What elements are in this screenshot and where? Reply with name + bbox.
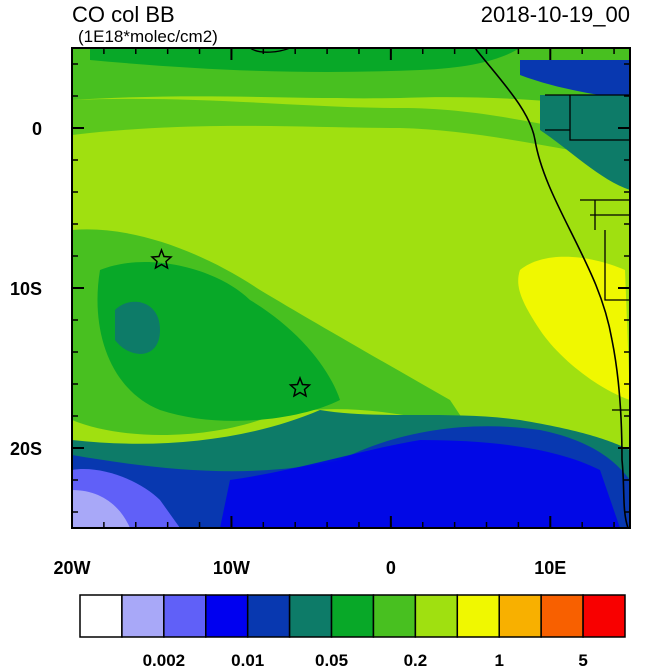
colorbar-box [121, 594, 165, 638]
star-marker [288, 375, 312, 398]
colorbar-box [498, 594, 542, 638]
y-tick-label: 20S [10, 439, 42, 459]
colorbar-box [372, 594, 417, 638]
x-tick-label: 0 [386, 558, 396, 578]
title: CO col BB [72, 2, 175, 27]
x-tick-label: 10W [213, 558, 250, 578]
y-tick-label: 0 [32, 119, 42, 139]
colorbar-label: 0.2 [404, 651, 428, 667]
y-tick-label: 10S [10, 279, 42, 299]
subtitle: (1E18*molec/cm2) [78, 27, 218, 46]
time-label: 2018-10-19_00 [481, 2, 630, 27]
colorbar-label: 5 [578, 651, 587, 667]
colorbar-box [414, 594, 459, 638]
star-marker [150, 247, 173, 270]
colorbar-label: 1 [494, 651, 503, 667]
colorbar-box [246, 594, 291, 638]
colorbar-label: 0.01 [231, 651, 264, 667]
colorbar-label: 0.05 [315, 651, 348, 667]
colorbar-box [540, 594, 584, 638]
colorbar-box [288, 594, 333, 638]
x-tick-label: 20W [53, 558, 90, 578]
x-tick-label: 10E [534, 558, 566, 578]
colorbar-box [163, 594, 207, 638]
colorbar-box [205, 594, 249, 638]
colorbar-box [582, 594, 626, 638]
colorbar-box [79, 594, 123, 638]
field [72, 48, 630, 528]
colorbar-box [456, 594, 500, 638]
colorbar-box [330, 594, 375, 638]
colorbar-label: 0.002 [143, 651, 186, 667]
